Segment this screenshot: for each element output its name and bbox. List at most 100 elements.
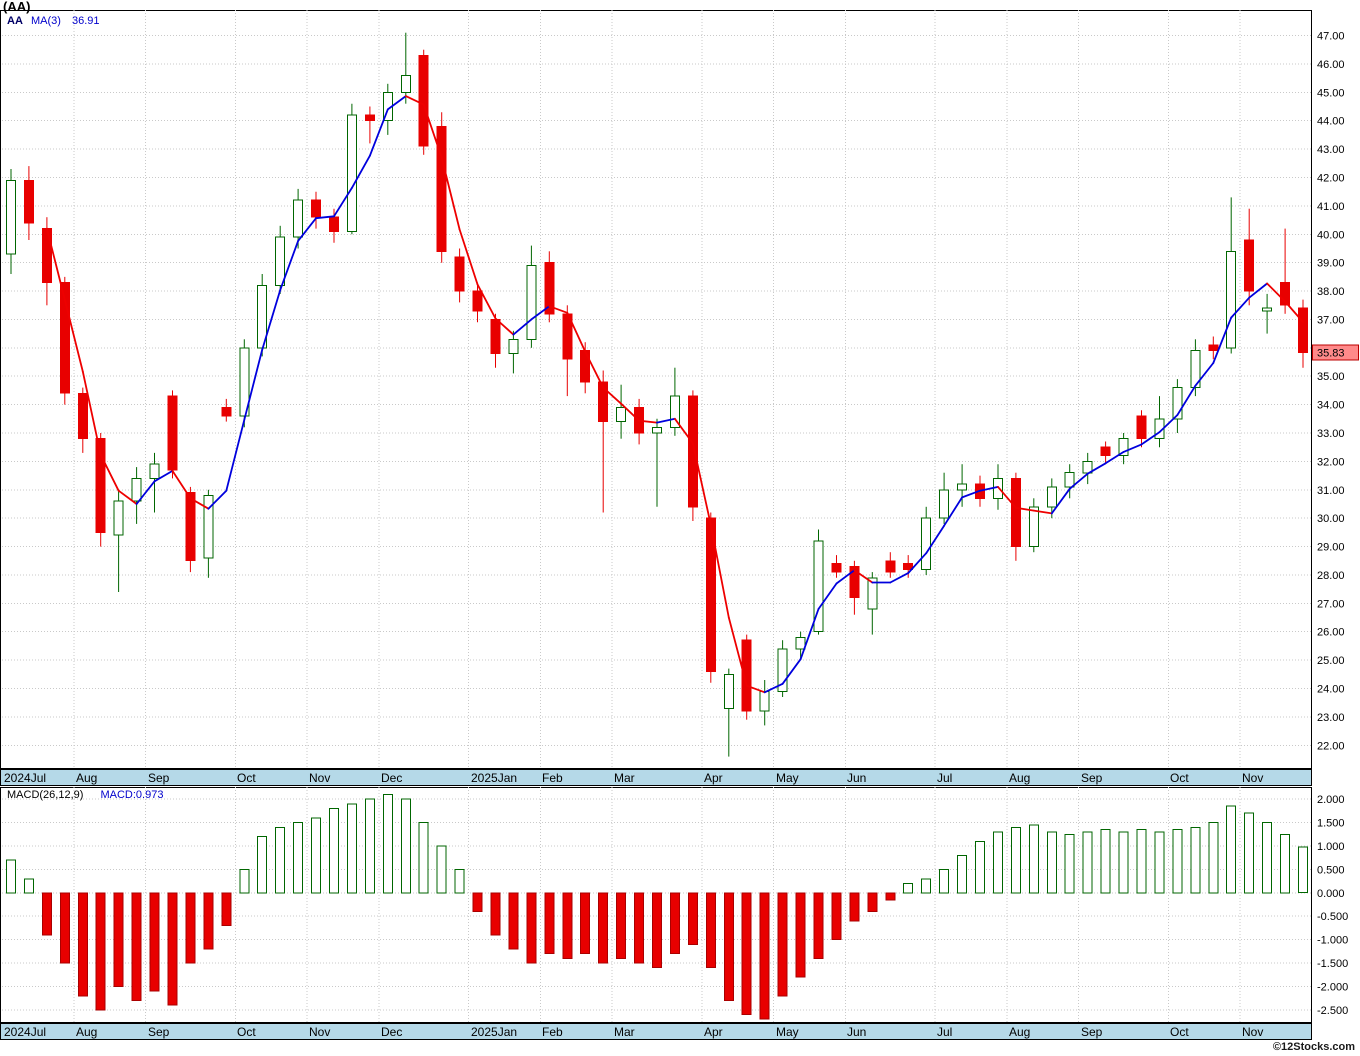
candle-up [526,265,537,340]
macd-bar [634,892,645,964]
candle-down [705,517,716,673]
candle-down [41,228,52,284]
svg-text:Sep: Sep [148,771,170,785]
svg-text:35.83: 35.83 [1317,348,1345,360]
macd-bar [364,798,375,894]
svg-text:Apr: Apr [704,771,723,785]
svg-text:33.00: 33.00 [1317,428,1345,440]
candle-down [221,407,232,417]
candle-up [1064,472,1075,488]
macd-bar [113,892,124,987]
macd-bar [275,826,286,894]
candle-down [59,282,70,394]
macd-bar [221,892,232,927]
macd-bar [400,798,411,894]
macd-params-label: MACD(26,12,9) [7,789,84,801]
svg-text:Sep: Sep [148,1025,170,1039]
candle-up [203,495,214,559]
candle-up [1172,387,1183,420]
candle-up [113,500,124,536]
svg-text:May: May [776,771,799,785]
ticker-symbol: AA [7,15,23,27]
candle-up [1046,486,1057,508]
svg-text:Nov: Nov [1242,1025,1263,1039]
macd-bar [1064,833,1075,894]
svg-text:-0.500: -0.500 [1317,911,1348,923]
candles [6,32,1308,757]
macd-bar [1172,829,1183,894]
svg-text:Sep: Sep [1081,1025,1103,1039]
candle-down [1280,282,1291,306]
macd-bar [382,794,393,894]
macd-bar [777,892,788,997]
macd-bar [1010,826,1021,894]
macd-bar [939,868,950,894]
candle-down [831,563,842,573]
svg-text:Jul: Jul [937,1025,952,1039]
svg-text:May: May [776,1025,799,1039]
macd-bar [562,892,573,959]
macd-bar [23,878,34,894]
svg-text:1.500: 1.500 [1317,818,1345,830]
svg-text:43.00: 43.00 [1317,144,1345,156]
svg-text:Dec: Dec [381,1025,402,1039]
candle-down [598,381,609,423]
svg-text:0.500: 0.500 [1317,864,1345,876]
svg-text:Sep: Sep [1081,771,1103,785]
candle-up [1028,506,1039,547]
macd-bar [293,822,304,894]
svg-text:2025Jan: 2025Jan [471,1025,517,1039]
macd-bar [687,892,698,945]
candle-up [921,517,932,570]
macd-bar [149,892,160,992]
macd-bar [454,868,465,894]
candle-down [77,392,88,440]
candle-down [185,492,196,562]
svg-text:0.000: 0.000 [1317,888,1345,900]
svg-text:Dec: Dec [381,771,402,785]
macd-bar [867,892,878,912]
candle-down [580,350,591,383]
candle-up [957,483,968,491]
svg-text:42.00: 42.00 [1317,172,1345,184]
page-title: (AA) [3,0,31,14]
macd-bar [795,892,806,978]
candle-up [939,489,950,519]
svg-text:Feb: Feb [542,1025,563,1039]
candle-down [687,395,698,508]
svg-text:40.00: 40.00 [1317,229,1345,241]
macd-bar [921,878,932,894]
macd-bar [436,845,447,894]
svg-text:22.00: 22.00 [1317,740,1345,752]
macd-bar [831,892,842,941]
svg-text:29.00: 29.00 [1317,542,1345,554]
macd-bar [490,892,501,936]
candle-up [723,673,734,709]
macd-bar [203,892,214,950]
candle-up [346,114,357,232]
macd-bar [95,892,106,1011]
watermark-copyright: ©12Stocks.com [1272,1041,1355,1053]
svg-text:34.00: 34.00 [1317,400,1345,412]
candle-down [1136,415,1147,440]
ma-label: MA(3) [30,15,61,27]
svg-text:45.00: 45.00 [1317,87,1345,99]
price-grid [2,10,1312,768]
candle-up [867,577,878,610]
macd-bar [257,836,268,894]
candle-down [1244,239,1255,292]
macd-bar [1154,831,1165,894]
macd-value-label: MACD:0.973 [100,789,164,801]
candle-up [813,540,824,633]
macd-bar [598,892,609,964]
candle-down [329,216,339,232]
macd-bar [1298,846,1308,894]
svg-text:Nov: Nov [309,1025,330,1039]
macd-bar [741,892,752,1015]
svg-text:1.000: 1.000 [1317,841,1345,853]
svg-text:Jun: Jun [847,771,866,785]
svg-text:28.00: 28.00 [1317,570,1345,582]
candle-up [616,407,627,423]
candle-up [669,395,680,428]
svg-text:Aug: Aug [76,1025,97,1039]
